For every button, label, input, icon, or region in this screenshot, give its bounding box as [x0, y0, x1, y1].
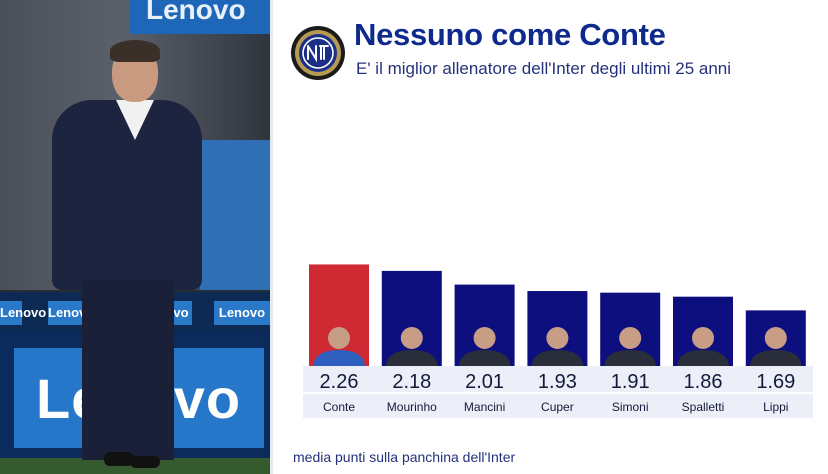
- category-label-cuper: Cuper: [541, 400, 574, 414]
- coach-trousers: [82, 280, 174, 460]
- sponsor-chip-1: Lenovo: [0, 301, 46, 325]
- portrait-head-cuper: [546, 327, 569, 349]
- category-label-lippi: Lippi: [763, 400, 788, 414]
- sponsor-banner-top-text: Lenovo: [146, 0, 246, 25]
- sponsor-banner-top: Lenovo: [130, 0, 270, 34]
- coach-hair: [110, 40, 160, 62]
- portrait-head-conte: [328, 327, 350, 349]
- value-label-conte: 2.26: [320, 371, 359, 393]
- value-label-cuper: 1.93: [538, 371, 577, 393]
- value-label-spalletti: 1.86: [684, 371, 723, 393]
- value-label-lippi: 1.69: [756, 371, 795, 393]
- value-label-mourinho: 2.18: [392, 371, 431, 393]
- category-label-conte: Conte: [323, 400, 355, 414]
- portrait-body-spalletti: [677, 350, 729, 366]
- portrait-body-mancini: [458, 350, 511, 366]
- chart-caption: media punti sulla panchina dell'Inter: [293, 449, 516, 465]
- bar-conte: [309, 264, 369, 366]
- inter-crest-icon: [291, 26, 345, 80]
- portrait-head-mourinho: [400, 327, 423, 349]
- bar-chart: 2.26 Conte 2.18 Mourinho 2.01 Mancini 1.93 Cupe…: [303, 264, 813, 418]
- portrait-head-spalletti: [692, 327, 714, 349]
- category-label-mourinho: Mourinho: [387, 400, 437, 414]
- portrait-body-lippi: [749, 350, 802, 366]
- category-label-simoni: Simoni: [612, 400, 649, 414]
- portrait-head-lippi: [764, 327, 787, 349]
- coach-shoe-left: [104, 452, 134, 466]
- spectator-figure: [200, 140, 270, 290]
- portrait-body-conte: [313, 350, 365, 366]
- category-label-spalletti: Spalletti: [682, 400, 725, 414]
- coach-photo: Lenovo Lenovo Lenovo ovo Lenovo Lenovo: [0, 0, 270, 474]
- category-label-mancini: Mancini: [464, 400, 505, 414]
- panel-divider: [270, 0, 273, 474]
- portrait-body-simoni: [604, 350, 657, 366]
- value-label-simoni: 1.91: [611, 371, 650, 393]
- chart-subtitle: E' il miglior allenatore dell'Inter degl…: [356, 59, 732, 78]
- chart-title: Nessuno come Conte: [354, 17, 666, 52]
- coach-jacket: [52, 100, 202, 290]
- coach-shoe-right: [130, 456, 160, 468]
- sponsor-chip-4: Lenovo: [214, 301, 270, 325]
- value-label-mancini: 2.01: [465, 371, 504, 393]
- portrait-head-mancini: [473, 327, 496, 349]
- portrait-body-mourinho: [385, 350, 438, 366]
- portrait-body-cuper: [531, 350, 584, 366]
- portrait-head-simoni: [619, 327, 642, 349]
